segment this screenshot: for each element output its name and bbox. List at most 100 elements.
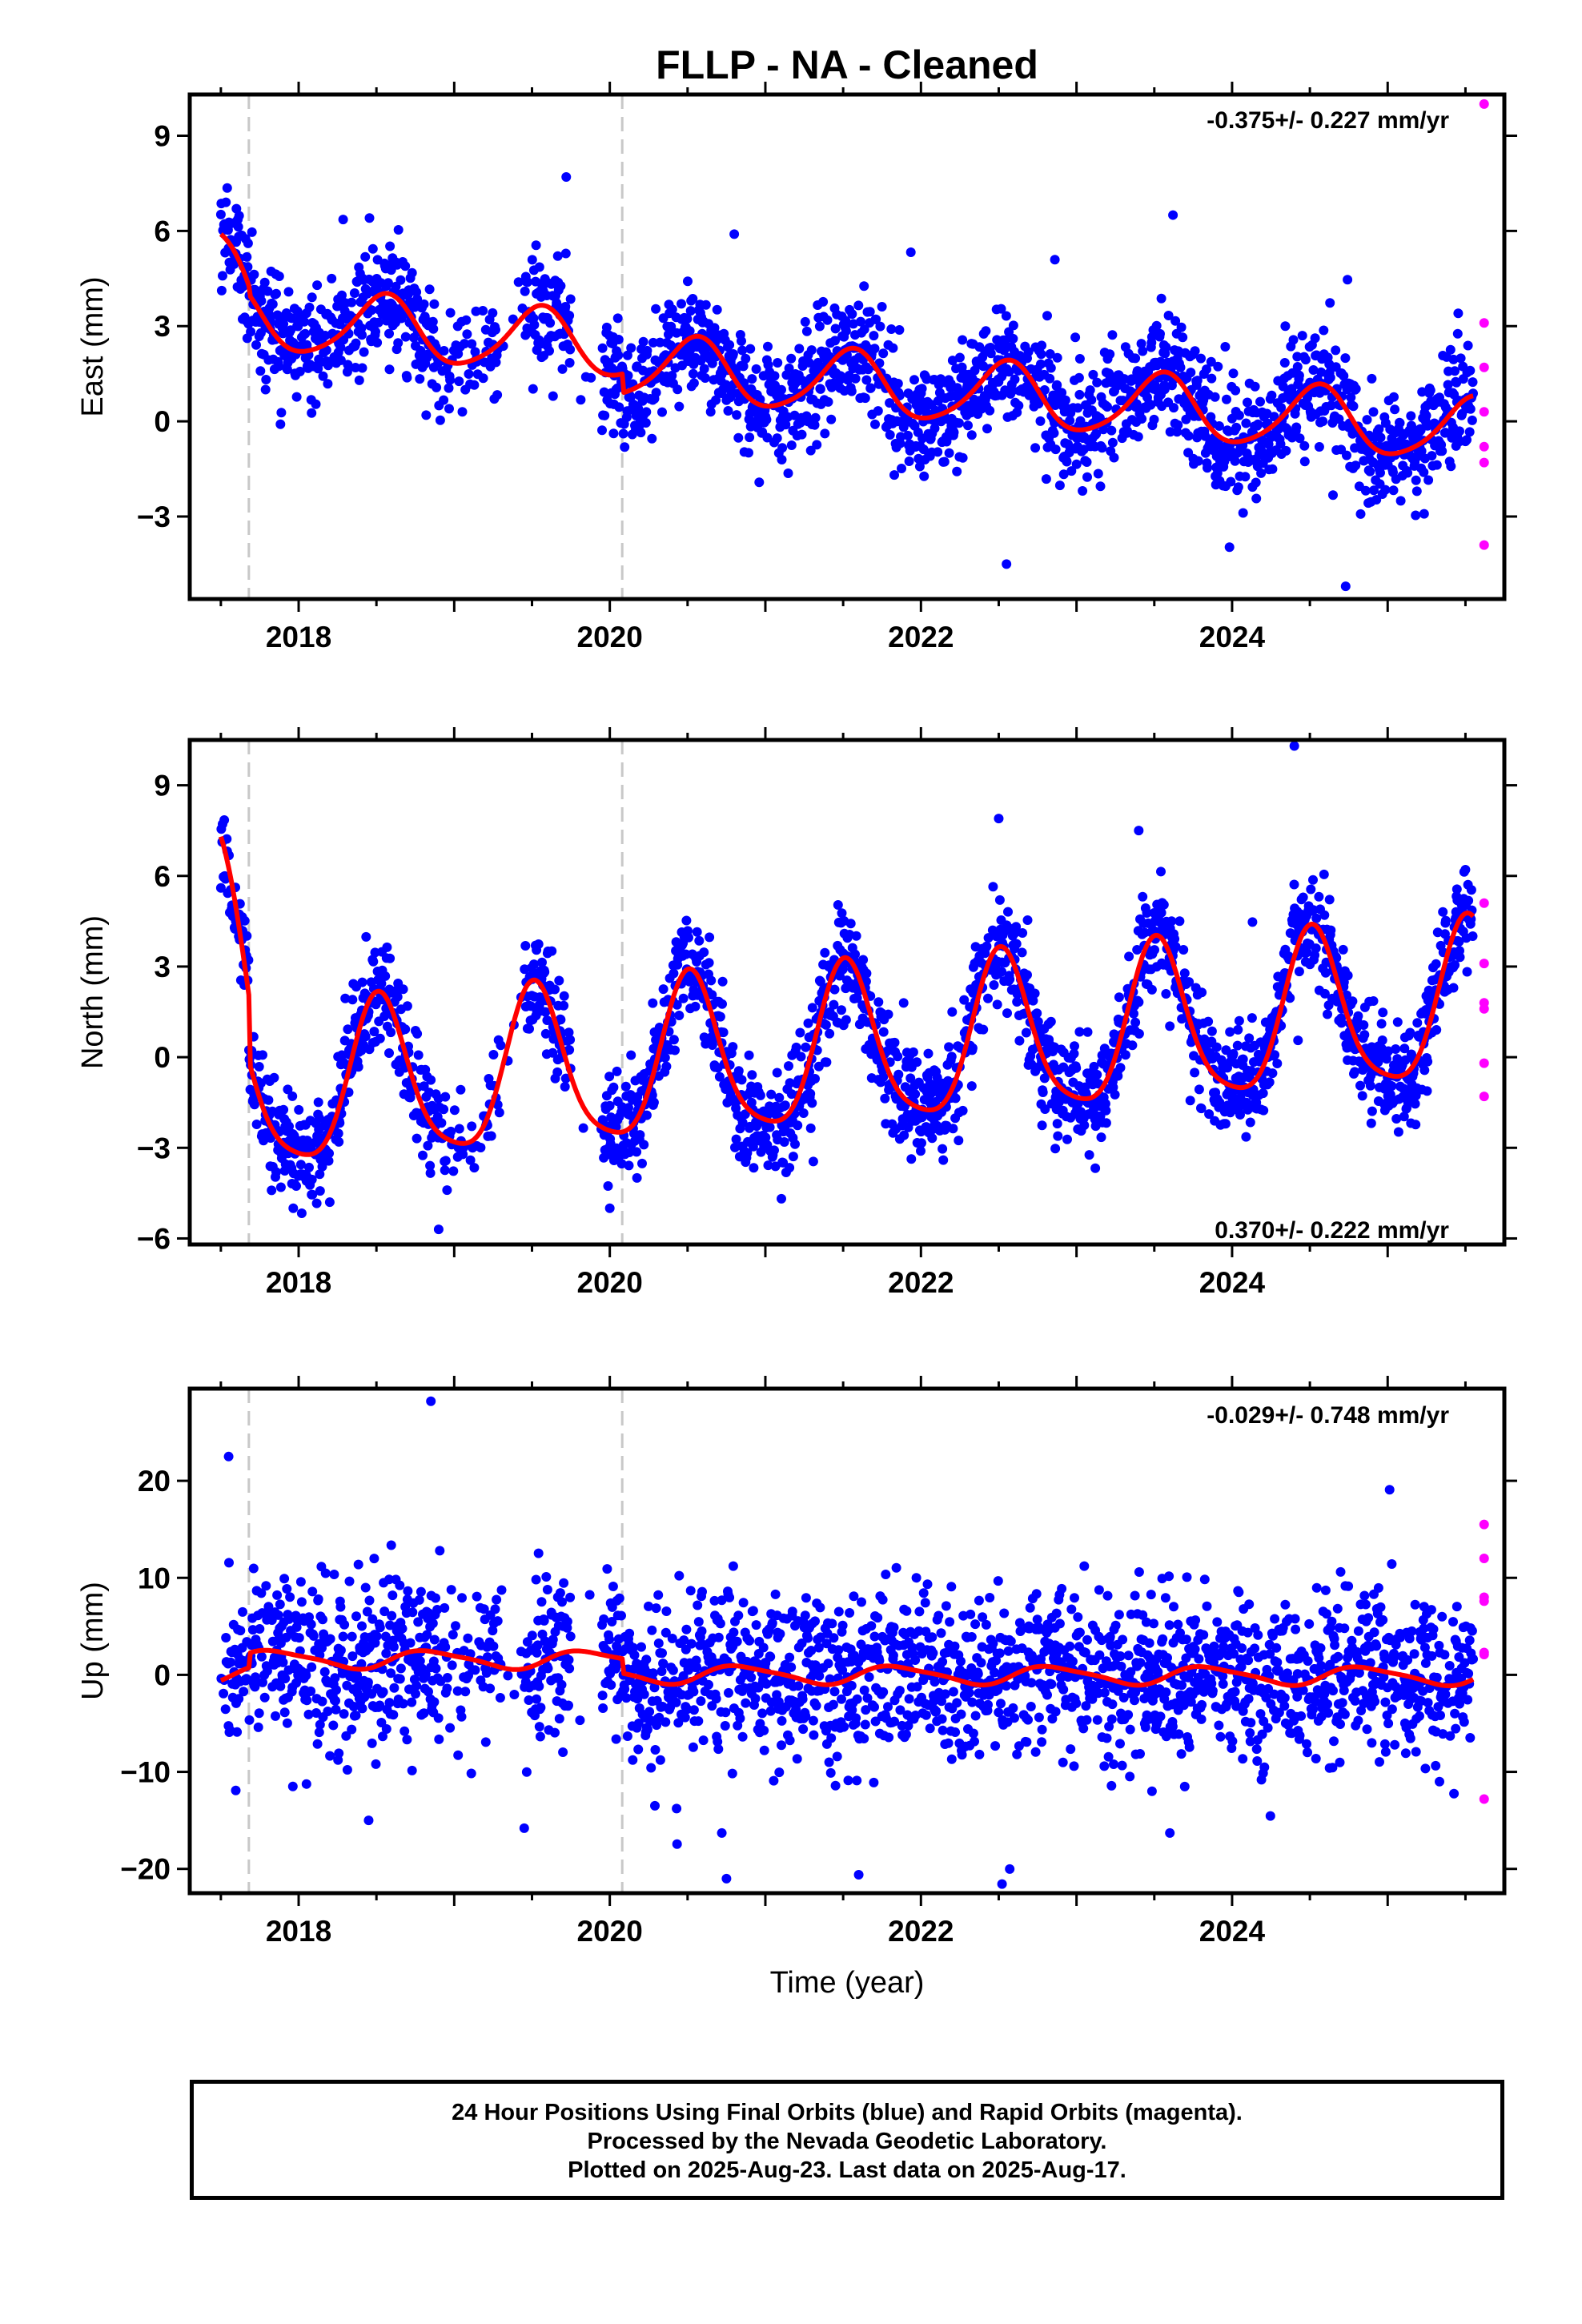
final-point <box>307 408 317 418</box>
final-point <box>1299 440 1310 451</box>
final-point <box>1039 385 1050 395</box>
final-point <box>1443 380 1453 390</box>
final-point <box>835 371 845 381</box>
final-point <box>1053 1131 1063 1141</box>
final-point <box>688 294 698 304</box>
final-point <box>616 1159 627 1169</box>
final-point <box>235 1626 246 1636</box>
final-point <box>1184 977 1195 987</box>
final-point <box>315 1719 325 1730</box>
final-point <box>1233 1024 1243 1035</box>
final-point <box>1452 328 1463 339</box>
final-point <box>440 1165 450 1176</box>
final-point <box>379 1606 390 1617</box>
final-point <box>948 1124 958 1134</box>
final-point <box>1110 1089 1120 1100</box>
final-point <box>1311 943 1321 954</box>
final-point <box>1310 333 1320 344</box>
final-point <box>1085 385 1095 396</box>
final-point <box>216 285 227 296</box>
final-point <box>256 1651 267 1662</box>
final-point <box>565 1631 576 1642</box>
final-point <box>820 947 830 958</box>
final-point <box>821 1057 832 1068</box>
final-point <box>323 360 333 371</box>
final-point <box>331 1704 341 1715</box>
final-point <box>846 386 857 396</box>
final-point <box>1411 475 1421 485</box>
final-point <box>222 183 232 193</box>
final-point <box>442 1683 452 1694</box>
final-point <box>613 335 624 344</box>
final-point <box>238 1606 247 1617</box>
final-point <box>1389 392 1399 402</box>
final-point <box>927 1133 938 1144</box>
final-point <box>1388 485 1399 496</box>
final-point <box>648 998 658 1008</box>
final-point <box>1273 424 1283 434</box>
final-point <box>897 464 906 473</box>
final-point <box>1331 345 1341 356</box>
final-point <box>1101 1118 1111 1128</box>
east-plot-area <box>215 94 1489 599</box>
final-point <box>564 1663 575 1674</box>
final-point <box>648 1097 659 1108</box>
final-point <box>275 1599 285 1610</box>
final-point <box>830 324 841 334</box>
final-point <box>433 1713 444 1723</box>
final-point <box>958 1105 968 1116</box>
final-point <box>313 1594 323 1604</box>
final-point <box>325 1751 335 1761</box>
final-point <box>263 286 273 296</box>
final-point <box>384 1048 394 1058</box>
final-point <box>1190 346 1200 356</box>
final-point <box>673 384 683 395</box>
final-point <box>1432 927 1443 938</box>
final-point <box>275 419 286 429</box>
final-point <box>536 1703 546 1713</box>
final-point <box>360 1031 371 1042</box>
final-point <box>415 374 425 384</box>
final-point <box>1256 468 1267 478</box>
final-point <box>1464 427 1475 437</box>
final-point <box>1215 1097 1225 1108</box>
final-point <box>781 420 791 430</box>
final-point <box>429 299 440 309</box>
final-point <box>548 1047 558 1058</box>
final-point <box>725 340 735 350</box>
final-point <box>1448 983 1459 993</box>
final-point <box>442 1673 452 1683</box>
final-point <box>642 345 652 356</box>
final-point <box>1097 443 1107 453</box>
final-point <box>1234 410 1244 420</box>
final-point <box>648 337 658 348</box>
final-point <box>376 1718 387 1727</box>
final-point <box>1437 446 1447 456</box>
final-point <box>772 1068 782 1078</box>
final-point <box>1297 331 1307 341</box>
final-point <box>328 1720 339 1731</box>
final-point <box>1243 1104 1253 1115</box>
final-point <box>1132 945 1142 955</box>
final-point <box>620 442 630 452</box>
final-point <box>820 428 830 439</box>
final-point <box>1197 987 1207 998</box>
final-point <box>460 1687 471 1697</box>
final-point <box>436 1118 447 1128</box>
final-point <box>1041 474 1051 485</box>
final-point <box>684 932 693 943</box>
final-point <box>1328 490 1338 501</box>
final-point <box>1210 392 1220 402</box>
final-point <box>412 294 423 304</box>
final-point <box>564 1045 575 1055</box>
final-point <box>586 372 596 383</box>
final-point <box>1074 1027 1085 1037</box>
final-point <box>863 364 873 375</box>
final-point <box>796 1051 806 1062</box>
final-point <box>1206 356 1216 367</box>
final-point <box>284 1121 294 1132</box>
final-point <box>1240 472 1251 482</box>
final-point <box>1392 1017 1403 1027</box>
final-point <box>762 432 773 443</box>
